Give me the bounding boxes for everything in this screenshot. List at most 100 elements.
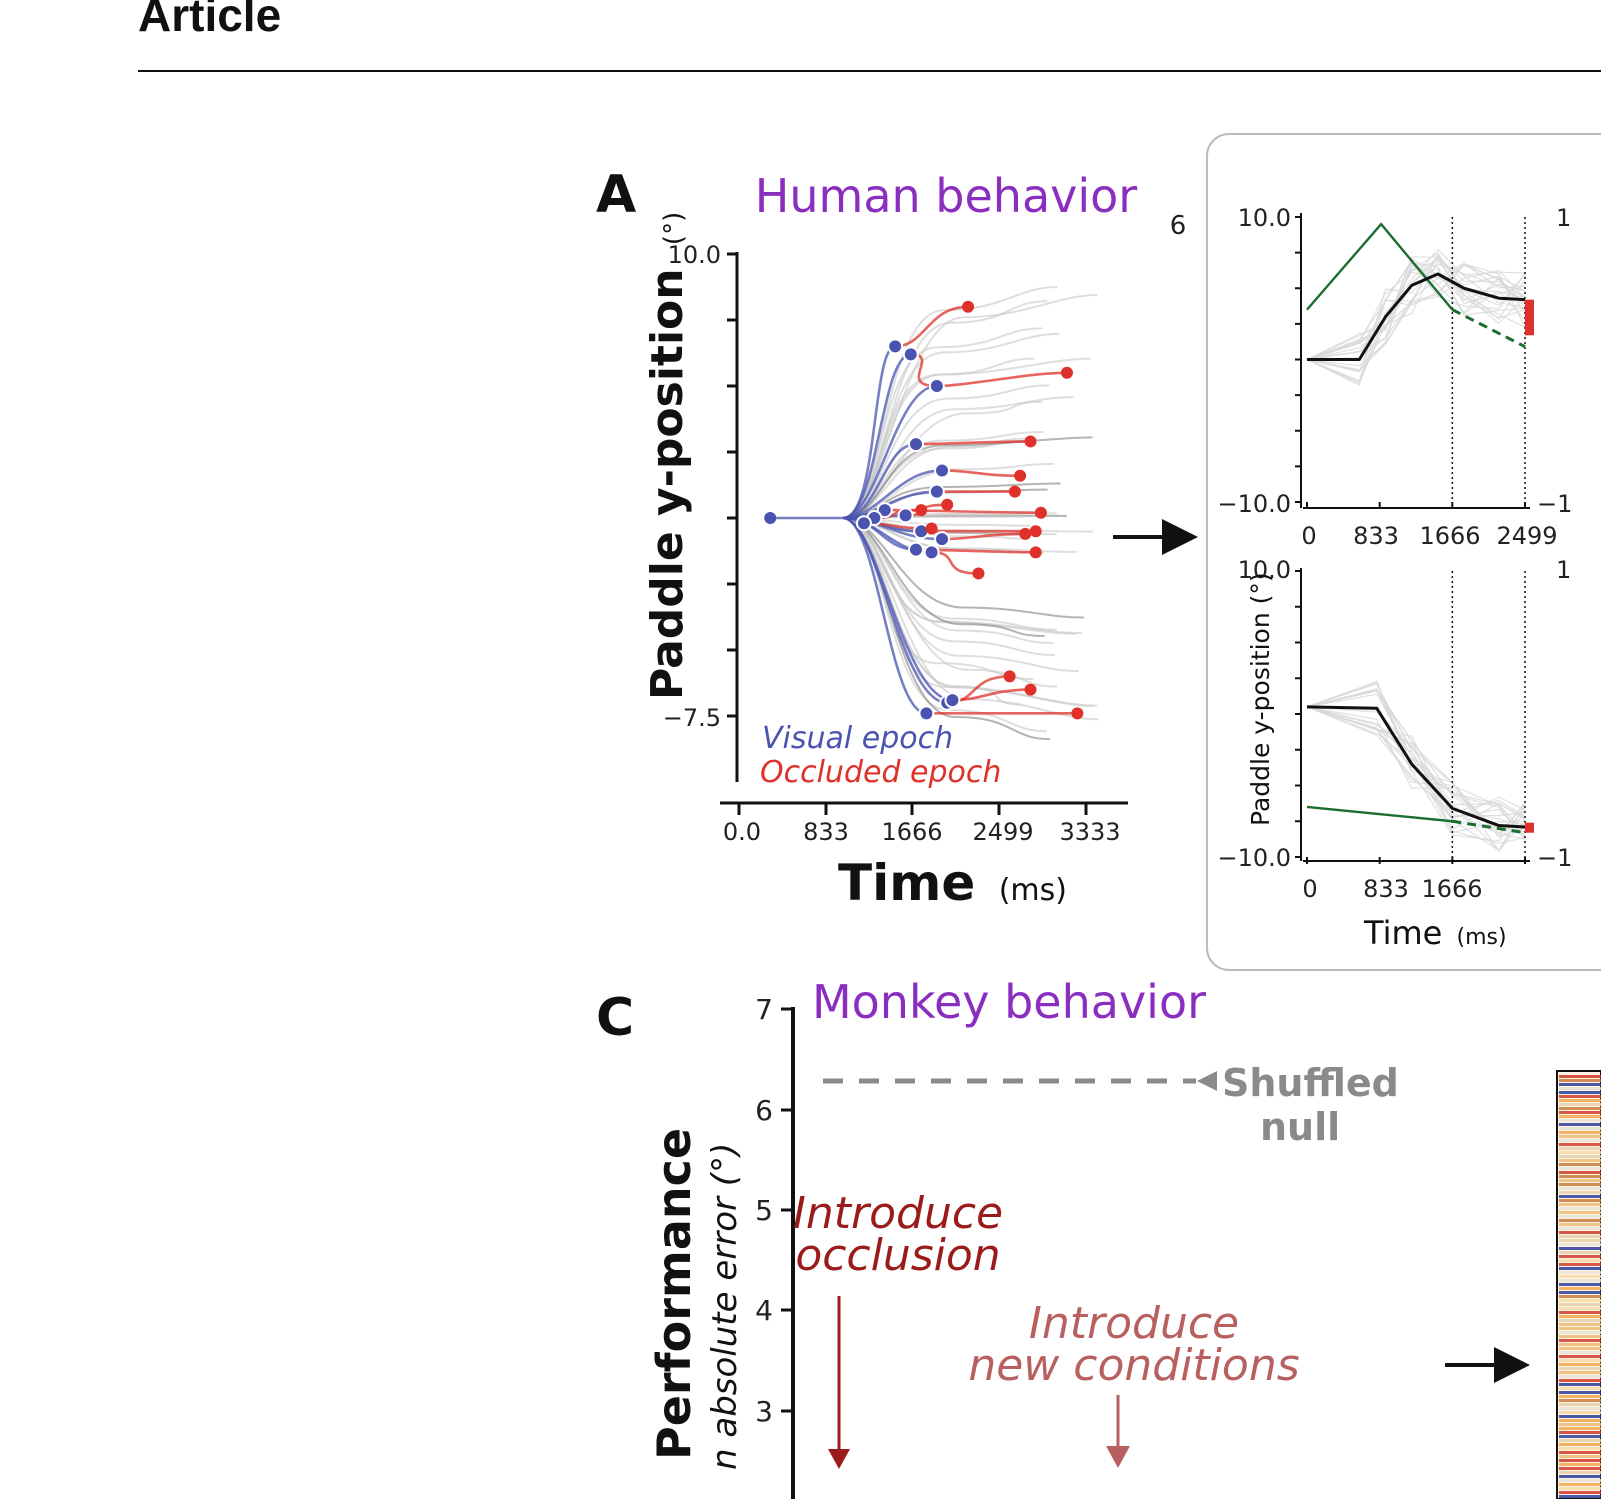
heatmap-row [1559,1367,1601,1370]
panel-c-ytick-7: 7 [755,993,773,1026]
heatmap-row [1559,1379,1601,1382]
trial-trajectory [1306,263,1526,361]
heatmap-row [1559,1131,1601,1134]
panel-a-xtick-0: 0.0 [723,818,761,846]
occluded-end-marker [962,300,975,313]
visual-end-marker [934,462,951,479]
heatmap-row [1559,1183,1601,1186]
panel-b-bottom-right-tick-top: 1 [1556,556,1571,584]
panel-b-bottom-xtick-0: 0 [1302,875,1317,903]
paddle-end-marker [1525,299,1534,336]
visual-end-marker [918,705,935,722]
visual-epoch-trajectory [842,516,953,702]
heatmap-row [1559,1287,1601,1290]
gray-trajectory [843,517,1079,673]
trial-trajectory [1306,706,1526,837]
mean-paddle-trajectory [1307,272,1526,361]
heatmap-row [1559,1467,1601,1470]
gray-trajectory [842,517,1098,707]
panel-b-bottom-plot [1306,571,1534,857]
heatmap-row [1559,1187,1601,1190]
panel-a-xlabel-main: Time [838,854,975,912]
heatmap-row [1559,1343,1601,1346]
heatmap-row [1559,1199,1601,1202]
heatmap-row [1559,1267,1601,1270]
heatmap-row [1559,1103,1601,1106]
gray-trajectory [843,436,1093,519]
shuffled-null-label-2: null [1260,1105,1340,1149]
heatmap-row [1559,1235,1601,1238]
panel-a-xtick-1: 833 [803,818,849,846]
heatmap-row [1559,1139,1601,1142]
ball-path-visible [1306,222,1454,311]
heatmap-row [1559,1487,1601,1490]
heatmap-row [1559,1283,1601,1286]
panel-a-x-axis [720,801,1128,815]
ball-path-occluded [1451,308,1526,349]
heatmap-row [1559,1307,1601,1310]
panel-b-bottom-xtick-2: 1666 [1421,875,1482,903]
panel-b-top-xtick-2: 1666 [1419,522,1480,550]
heatmap-row [1559,1375,1601,1378]
gray-trajectory [842,327,1043,519]
heatmap-row [1559,1087,1601,1090]
panel-b-bottom-ylabel: Paddle y-position (°) [1246,572,1275,826]
occluded-end-marker [1024,435,1037,448]
heatmap-row [1559,1143,1601,1146]
heatmap-row [1559,1415,1601,1418]
heatmap-row [1559,1371,1601,1374]
annot-occlusion-arrow [828,1296,850,1469]
heatmap-row [1559,1403,1601,1406]
heatmap-row [1559,1355,1601,1358]
occluded-epoch-trajectory [942,469,1021,478]
heatmap-row [1559,1387,1601,1390]
occluded-end-marker [1019,527,1032,540]
visual-end-marker [902,346,919,363]
heatmap-row [1559,1295,1601,1298]
gray-trajectory [843,517,1053,644]
legend-occluded-epoch: Occluded epoch [760,755,1001,790]
panel-c-y-axis [781,1007,795,1499]
heatmap-row [1559,1443,1601,1446]
panel-b-top-xtick-0: 0 [1301,522,1316,550]
occluded-epoch-trajectory [915,440,1031,446]
trial-trajectory [1306,693,1526,831]
heatmap-row [1559,1455,1601,1458]
heatmap-row [1559,1423,1601,1426]
heatmap-row [1559,1127,1601,1130]
panel-a-markers [764,300,1084,722]
visual-end-marker [944,692,961,709]
heatmap-row [1559,1327,1601,1330]
occluded-epoch-trajectory [884,508,1041,515]
panel-a-ytick-bottom: −7.5 [663,704,721,732]
panel-c-title: Monkey behavior [812,975,1206,1029]
occluded-end-marker [1029,546,1042,559]
trial-trajectory [1306,259,1526,361]
occluded-end-marker [1034,506,1047,519]
heatmap-row [1559,1083,1601,1086]
heatmap-row [1559,1239,1601,1242]
panel-a-ylabel: Paddle y-position (°) [642,212,693,700]
heatmap-row [1559,1259,1601,1262]
panel-a-xtick-2: 1666 [881,818,942,846]
heatmap-row [1559,1095,1601,1098]
occluded-end-marker [1071,707,1084,720]
trial-trajectory [1306,706,1526,826]
panel-a-visual-trajectories [770,345,953,715]
heatmap-row [1559,1339,1601,1342]
arrow-a-to-b [1113,519,1198,555]
heatmap-row [1559,1255,1601,1258]
panel-a-xtick-3: 2499 [972,818,1033,846]
heatmap-row [1559,1495,1601,1498]
annot-new-conditions-line2: new conditions [968,1340,1299,1391]
annot-new-conditions-line1: Introduce [1029,1298,1239,1349]
heatmap-row [1559,1351,1601,1354]
panel-b-bottom-ytick-top: 10.0 [1238,556,1291,584]
heatmap-row [1559,1163,1601,1166]
heatmap-row [1559,1319,1601,1322]
panel-c-ytick-6: 6 [755,1094,773,1127]
heatmap-row [1559,1175,1601,1178]
heatmap-row [1559,1207,1601,1210]
heatmap-row [1559,1291,1601,1294]
panel-b-frame [1206,133,1601,971]
